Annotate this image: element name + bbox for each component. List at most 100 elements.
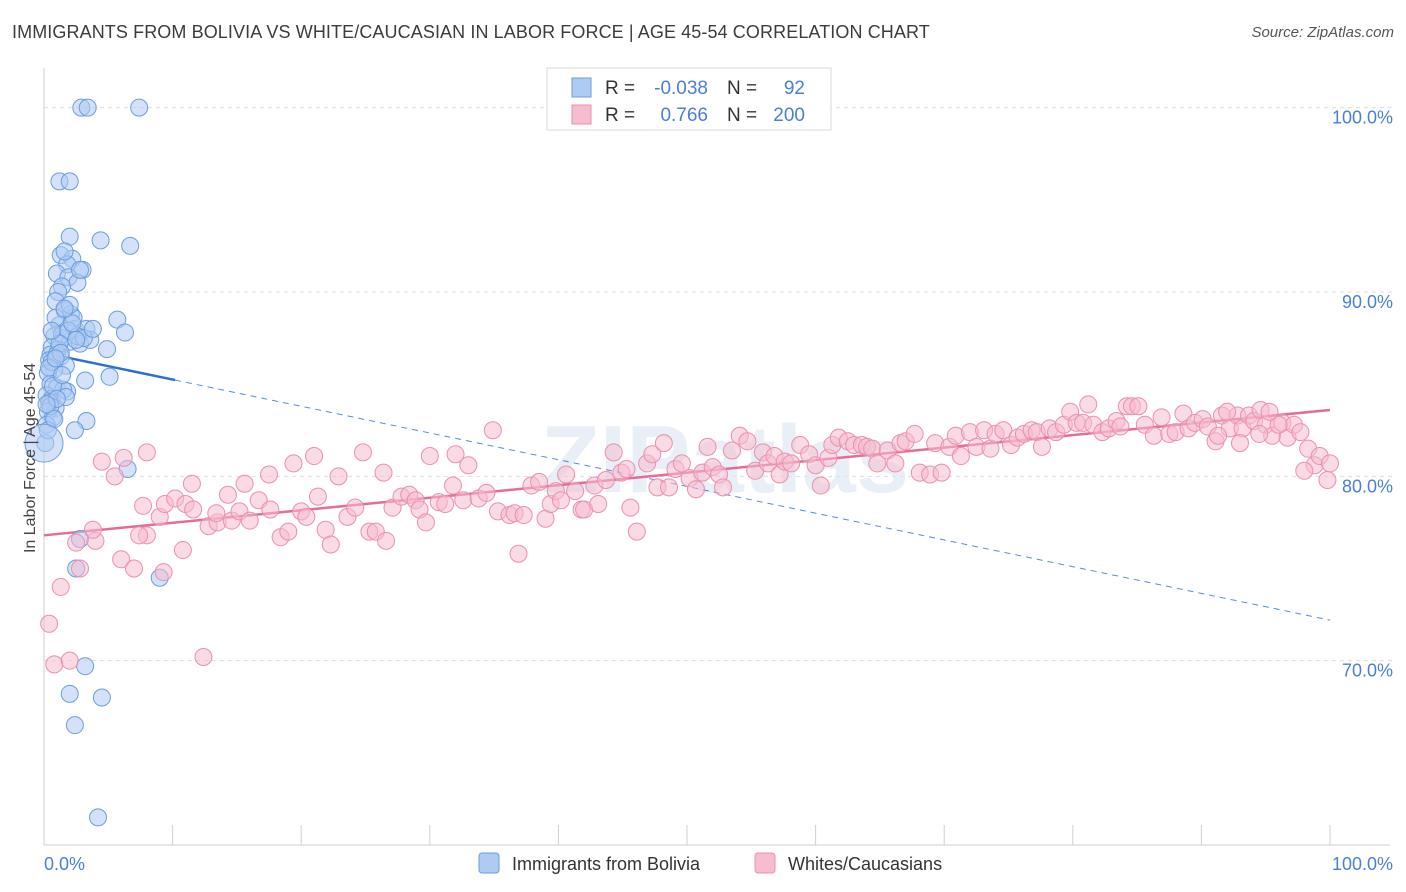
white-point	[416, 513, 435, 532]
chart-source: Source: ZipAtlas.com	[1251, 24, 1394, 41]
white-point	[321, 535, 340, 554]
white-point	[125, 559, 144, 578]
white-point	[134, 496, 153, 515]
white-point	[1079, 395, 1098, 414]
white-point	[51, 577, 70, 596]
stats-n-value: 92	[784, 78, 805, 99]
white-point	[173, 541, 192, 560]
white-point	[604, 443, 623, 462]
white-point	[514, 506, 533, 525]
bolivia-point	[60, 684, 79, 703]
white-point	[509, 544, 528, 563]
stats-n-label: N =	[727, 78, 757, 99]
bolivia-point	[55, 242, 74, 261]
white-point	[60, 651, 79, 670]
white-point	[1291, 423, 1310, 442]
white-point	[377, 531, 396, 550]
white-point	[1218, 402, 1237, 421]
white-point	[530, 472, 549, 491]
white-point	[589, 494, 608, 513]
x-tick-label: 100.0%	[1332, 854, 1393, 874]
white-point	[446, 445, 465, 464]
legend-label: Whites/Caucasians	[788, 854, 942, 874]
white-point	[114, 448, 133, 467]
white-point	[284, 454, 303, 473]
white-point	[420, 447, 439, 466]
stats-legend-box	[546, 67, 832, 131]
white-point	[654, 434, 673, 453]
x-tick-label: 0.0%	[44, 854, 85, 874]
white-point	[627, 522, 646, 541]
white-point	[436, 494, 455, 513]
white-point	[1295, 461, 1314, 480]
white-point	[994, 421, 1013, 440]
bolivia-point	[76, 371, 95, 390]
bolivia-point	[83, 319, 102, 338]
bolivia-point	[46, 349, 65, 368]
bolivia-point	[76, 657, 95, 676]
stats-swatch	[571, 77, 592, 98]
white-point	[194, 647, 213, 666]
white-point	[83, 520, 102, 539]
bolivia-trend-line-dashed	[175, 379, 1331, 621]
stats-n-label: N =	[727, 105, 757, 126]
white-point	[811, 476, 830, 495]
white-point	[218, 485, 237, 504]
white-point	[617, 459, 636, 478]
white-point	[305, 447, 324, 466]
white-point	[353, 443, 372, 462]
white-point	[868, 454, 887, 473]
white-point	[1269, 415, 1288, 434]
white-point	[905, 424, 924, 443]
bolivia-point	[78, 98, 97, 117]
white-point	[621, 498, 640, 517]
legend-swatch	[754, 852, 776, 874]
white-point	[1209, 426, 1228, 445]
bolivia-point	[42, 321, 61, 340]
white-point	[1032, 437, 1051, 456]
white-point	[1318, 471, 1337, 490]
white-point	[137, 443, 156, 462]
bolivia-point	[37, 395, 56, 414]
bolivia-point	[89, 808, 108, 827]
bolivia-point	[130, 98, 149, 117]
white-point	[184, 500, 203, 519]
bolivia-point	[24, 423, 64, 463]
white-point	[886, 454, 905, 473]
white-point	[1260, 402, 1279, 421]
white-point	[1230, 434, 1249, 453]
white-point	[714, 478, 733, 497]
white-point	[207, 504, 226, 523]
stats-n-value: 200	[773, 105, 805, 126]
bolivia-point	[55, 299, 74, 318]
white-point	[260, 465, 279, 484]
bolivia-point	[116, 323, 135, 342]
white-point	[1152, 408, 1171, 427]
bolivia-point	[121, 236, 140, 255]
white-point	[308, 487, 327, 506]
white-point	[782, 454, 801, 473]
white-point	[698, 437, 717, 456]
white-point	[67, 533, 86, 552]
white-point	[551, 491, 570, 510]
white-point	[738, 432, 757, 451]
bolivia-point	[71, 260, 90, 279]
white-point	[374, 463, 393, 482]
white-point	[951, 447, 970, 466]
bolivia-point	[67, 330, 86, 349]
white-point	[130, 526, 149, 545]
white-point	[92, 452, 111, 471]
white-point	[1144, 426, 1163, 445]
white-point	[182, 474, 201, 493]
white-point	[1129, 397, 1148, 416]
white-point	[723, 441, 742, 460]
y-tick-label: 90.0%	[1342, 292, 1393, 312]
stats-r-value: 0.766	[660, 105, 708, 126]
white-point	[279, 522, 298, 541]
legend-label: Immigrants from Bolivia	[512, 854, 701, 874]
y-axis-label: In Labor Force | Age 45-54	[22, 363, 39, 553]
bolivia-point	[98, 340, 117, 359]
labels-layer: 70.0% 80.0% 90.0% 100.0% 0.0% 100.0% In Labor …	[22, 108, 1393, 874]
white-point	[297, 507, 316, 526]
